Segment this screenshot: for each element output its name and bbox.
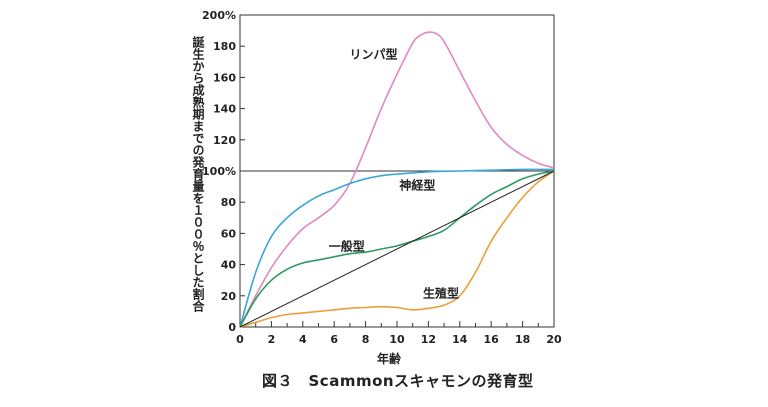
y-tick-label: 180 bbox=[213, 40, 236, 53]
x-tick-label: 12 bbox=[421, 333, 436, 346]
series-line-lymphoid bbox=[239, 31, 555, 328]
x-tick-label: 16 bbox=[484, 333, 500, 346]
series-line-genital bbox=[239, 170, 555, 328]
axes: 0 2 4 6 8 10 12 14 16 18 20 0 20 40 60 80 100% 120 140 160 1… bbox=[202, 9, 562, 346]
series-label-genital: 生殖型 bbox=[423, 285, 459, 300]
series-lines bbox=[239, 31, 555, 328]
y-tick-label: 20 bbox=[221, 290, 237, 303]
y-tick-label: 160 bbox=[213, 71, 236, 84]
series-line-general bbox=[239, 170, 555, 328]
series-label-lymphoid: リンパ型 bbox=[349, 47, 397, 62]
y-tick-label: 40 bbox=[221, 259, 237, 272]
y-tick-label: 60 bbox=[221, 227, 237, 240]
x-tick-label: 8 bbox=[362, 333, 370, 346]
x-axis-label: 年齢 bbox=[377, 352, 402, 366]
y-tick-label: 200% bbox=[202, 9, 236, 22]
x-tick-label: 2 bbox=[268, 333, 276, 346]
y-tick-label: 0 bbox=[228, 321, 236, 334]
x-tick-label: 18 bbox=[515, 333, 530, 346]
x-tick-label: 20 bbox=[546, 333, 562, 346]
x-tick-label: 14 bbox=[452, 333, 468, 346]
figure-caption: 図３ Scammonスキャモンの発育型 bbox=[262, 372, 534, 390]
y-axis-label: 誕生から成熟期までの発育量を１００％とした割合 bbox=[191, 36, 205, 312]
x-tick-label: 0 bbox=[236, 333, 244, 346]
series-line-linear-reference bbox=[239, 170, 555, 328]
y-tick-label: 120 bbox=[213, 134, 236, 147]
x-tick-label: 10 bbox=[389, 333, 405, 346]
x-tick-label: 4 bbox=[299, 333, 307, 346]
x-tick-label: 6 bbox=[330, 333, 338, 346]
series-line-neural bbox=[239, 168, 555, 328]
series-label-general: 一般型 bbox=[329, 239, 365, 254]
y-tick-label: 80 bbox=[221, 196, 237, 209]
series-label-neural: 神経型 bbox=[399, 178, 435, 193]
y-tick-label: 100% bbox=[202, 165, 236, 178]
y-tick-label: 140 bbox=[213, 103, 236, 116]
